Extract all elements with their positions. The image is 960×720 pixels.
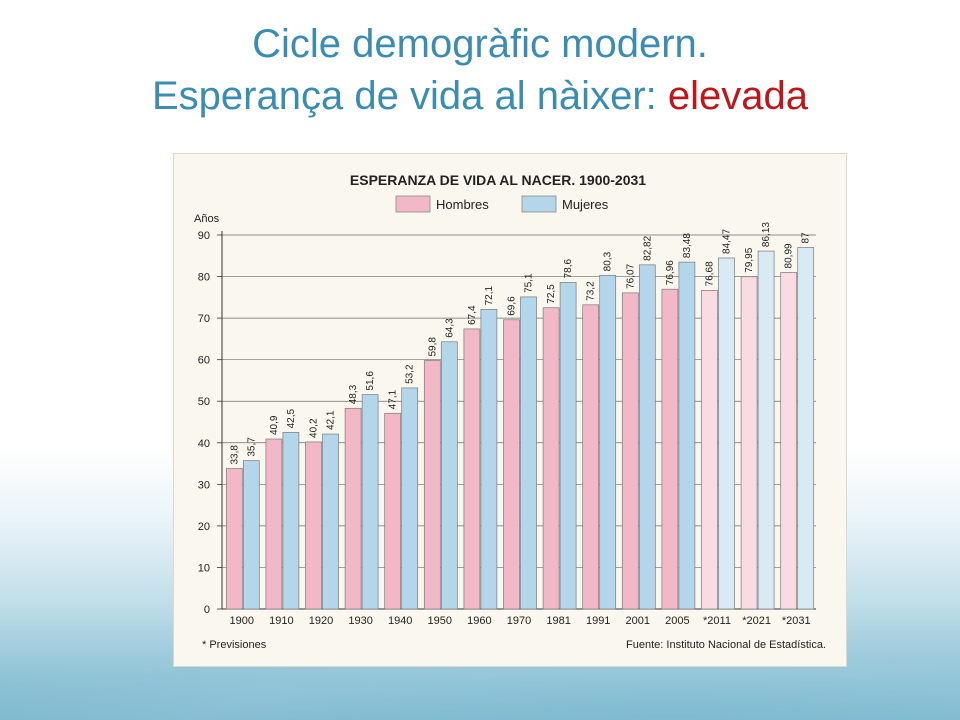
bar-mujeres-f2011 (718, 257, 735, 610)
y-tick-label: 60 (198, 355, 210, 367)
bar-mujeres-1910 (282, 432, 300, 610)
data-label-hombres-f2011: 76,68 (705, 261, 716, 286)
data-label-mujeres-f2021: 86,13 (761, 222, 772, 247)
data-label-hombres-1920: 40,2 (309, 418, 320, 438)
bar-mujeres-1981 (559, 282, 577, 610)
data-label-mujeres-1920: 42,1 (326, 410, 337, 430)
bar-mujeres-2001 (638, 264, 656, 610)
x-tick-label: 1920 (309, 615, 333, 627)
data-label-mujeres-f2031: 87 (801, 232, 812, 244)
x-tick-label: *2031 (782, 615, 811, 627)
data-label-mujeres-2005: 83,48 (682, 233, 693, 258)
bar-mujeres-1930 (361, 394, 379, 610)
bar-hombres-2001 (621, 292, 639, 610)
x-tick-label: 1991 (586, 615, 610, 627)
data-label-mujeres-f2011: 84,47 (722, 229, 733, 254)
bar-mujeres-1940 (401, 387, 419, 610)
data-label-hombres-1900: 33,8 (229, 445, 240, 465)
bar-hombres-1910 (265, 438, 283, 610)
footnote: * Previsiones (202, 639, 267, 651)
bar-hombres-1900 (225, 468, 243, 610)
chart-title: ESPERANZA DE VIDA AL NACER. 1900-2031 (350, 172, 646, 188)
x-tick-label: 1950 (428, 615, 452, 627)
data-label-hombres-1950: 59,8 (427, 337, 438, 357)
bar-hombres-1930 (344, 407, 362, 610)
data-label-mujeres-1950: 64,3 (444, 318, 455, 338)
life-expectancy-chart: ESPERANZA DE VIDA AL NACER. 1900-2031 Hom… (194, 172, 826, 651)
data-label-mujeres-1900: 35,7 (246, 437, 257, 457)
bar-hombres-2005 (661, 288, 679, 610)
x-tick-label: 2001 (626, 615, 650, 627)
data-label-hombres-1991: 73,2 (586, 281, 597, 301)
y-tick-label: 90 (198, 230, 210, 242)
x-tick-label: 1900 (230, 615, 254, 627)
data-label-mujeres-1910: 42,5 (286, 408, 297, 428)
bar-mujeres-1920 (322, 433, 339, 610)
bar-mujeres-f2021 (757, 250, 775, 610)
bar-hombres-1970 (503, 319, 520, 610)
x-tick-label: 2005 (665, 615, 689, 627)
x-tick-label: *2011 (703, 615, 731, 627)
x-tick-label: 1940 (388, 615, 412, 627)
data-label-hombres-1930: 48,3 (348, 384, 359, 404)
data-label-mujeres-1940: 53,2 (405, 364, 416, 384)
data-label-mujeres-2001: 82,82 (642, 235, 653, 260)
bar-hombres-f2031 (780, 272, 798, 610)
bar-mujeres-1991 (599, 274, 617, 610)
y-tick-label: 50 (198, 396, 210, 408)
bar-mujeres-f2031 (797, 247, 815, 610)
slide-title-line1: Cicle demogràfic modern. (252, 22, 708, 66)
y-tick-label: 20 (198, 521, 210, 533)
data-label-mujeres-1981: 78,6 (563, 258, 574, 278)
bar-mujeres-1960 (480, 309, 498, 610)
bar-hombres-1950 (423, 360, 441, 610)
legend-swatch-hombres (395, 195, 431, 213)
bar-hombres-1940 (384, 412, 402, 610)
slide-title-line2: Esperança de vida al nàixer: (152, 74, 668, 118)
x-tick-label: *2021 (742, 615, 771, 627)
data-label-mujeres-1960: 72,1 (484, 285, 495, 305)
chart-frame: ESPERANZA DE VIDA AL NACER. 1900-2031 Hom… (173, 153, 847, 667)
x-tick-label: 1981 (546, 615, 570, 627)
data-label-hombres-1981: 72,5 (546, 284, 557, 304)
bar-hombres-1991 (582, 304, 600, 610)
bar-hombres-f2021 (740, 276, 758, 610)
y-tick-label: 30 (198, 479, 210, 491)
y-tick-label: 70 (198, 313, 210, 325)
bar-hombres-1920 (305, 441, 322, 610)
bar-hombres-f2011 (701, 290, 718, 610)
slide-title-accent: elevada (667, 74, 808, 118)
bar-hombres-1981 (542, 307, 560, 610)
data-label-hombres-2001: 76,07 (625, 263, 636, 288)
y-tick-label: 40 (198, 438, 210, 450)
data-label-hombres-1970: 69,6 (507, 296, 518, 316)
y-tick-label: 10 (198, 562, 210, 574)
data-label-mujeres-1991: 80,3 (603, 251, 614, 271)
x-tick-label: 1910 (269, 615, 293, 627)
data-label-hombres-1960: 67,4 (467, 305, 478, 325)
bar-mujeres-2005 (678, 261, 696, 610)
bar-mujeres-1970 (520, 296, 537, 610)
data-label-hombres-1910: 40,9 (269, 415, 280, 435)
bar-hombres-1960 (463, 328, 481, 610)
legend-label-mujeres: Mujeres (562, 197, 609, 212)
data-label-mujeres-1970: 75,1 (524, 273, 535, 293)
bar-mujeres-1900 (242, 460, 260, 610)
data-label-hombres-1940: 47,1 (388, 389, 399, 409)
source-note: Fuente: Instituto Nacional de Estadístic… (626, 639, 826, 651)
legend-label-hombres: Hombres (436, 197, 489, 212)
slide-title: Cicle demogràfic modern. Esperança de vi… (0, 18, 960, 122)
bar-mujeres-1950 (440, 341, 458, 610)
data-label-hombres-f2021: 79,95 (744, 247, 755, 272)
x-tick-label: 1960 (467, 615, 491, 627)
data-label-hombres-2005: 76,96 (665, 260, 676, 285)
data-label-hombres-f2031: 80,99 (784, 243, 795, 268)
legend-swatch-mujeres (521, 195, 557, 213)
y-axis-label: Años (194, 213, 220, 225)
y-tick-label: 0 (204, 604, 210, 616)
data-label-mujeres-1930: 51,6 (365, 371, 376, 391)
x-tick-label: 1970 (507, 615, 531, 627)
y-tick-label: 80 (198, 272, 210, 284)
x-tick-label: 1930 (348, 615, 372, 627)
